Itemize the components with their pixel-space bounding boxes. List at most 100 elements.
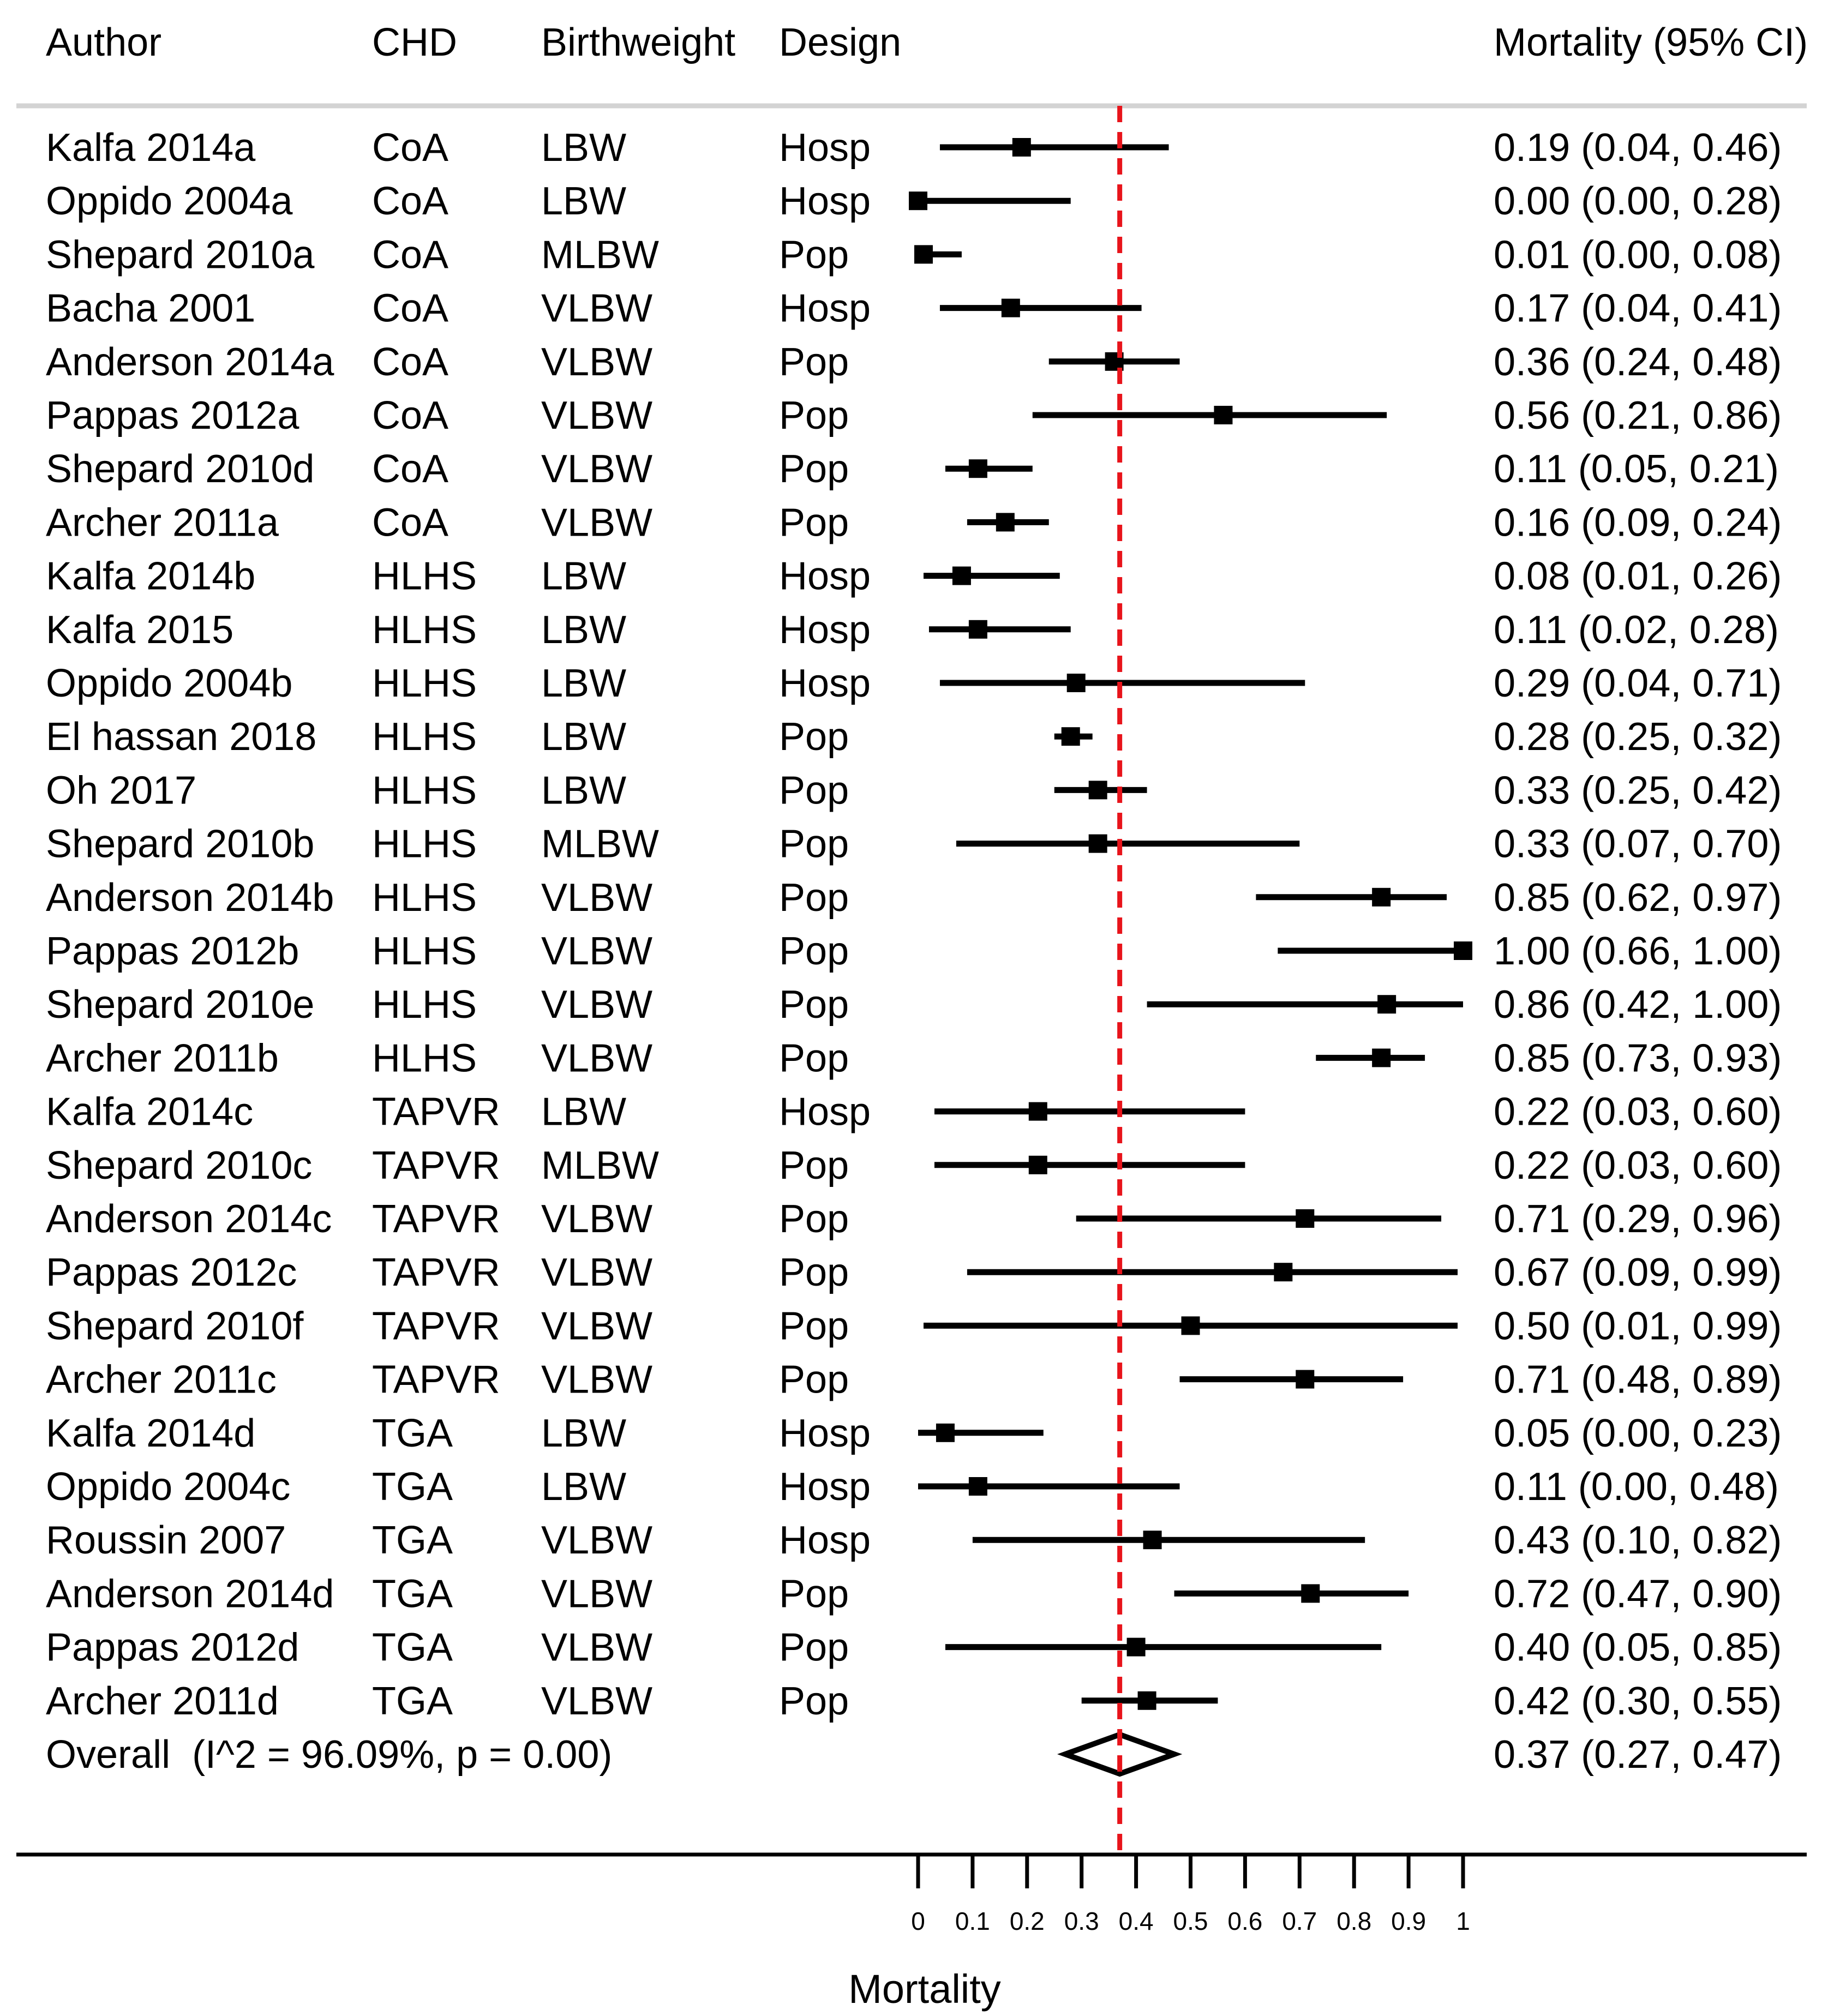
study-author: El hassan 2018: [46, 715, 316, 759]
study-birthweight: VLBW: [541, 340, 652, 384]
study-chd: TGA: [372, 1626, 453, 1670]
point-estimate-marker: [1143, 1531, 1162, 1550]
x-tick-label: 0.3: [1064, 1907, 1099, 1935]
study-chd: TAPVR: [372, 1090, 500, 1134]
point-estimate-marker: [968, 459, 987, 478]
study-chd: CoA: [372, 126, 448, 170]
study-row: Oppido 2004a CoA LBW Hosp 0.00 (0.00, 0.28): [46, 179, 1782, 223]
study-estimate-label: 0.36 (0.24, 0.48): [1494, 340, 1782, 384]
study-estimate-label: 0.56 (0.21, 0.86): [1494, 394, 1782, 437]
header-author: Author: [46, 21, 161, 64]
study-author: Anderson 2014a: [46, 340, 334, 384]
study-chd: TAPVR: [372, 1144, 500, 1187]
study-estimate-label: 0.11 (0.05, 0.21): [1494, 447, 1779, 491]
study-design: Pop: [779, 876, 849, 920]
study-chd: TGA: [372, 1465, 453, 1509]
x-tick-label: 0.8: [1336, 1907, 1371, 1935]
study-design: Pop: [779, 1304, 849, 1348]
study-estimate-label: 0.01 (0.00, 0.08): [1494, 233, 1782, 277]
study-design: Pop: [779, 340, 849, 384]
study-rows: Kalfa 2014a CoA LBW Hosp 0.19 (0.04, 0.46) Op…: [46, 126, 1782, 1777]
study-design: Pop: [779, 394, 849, 437]
x-tick-label: 0: [911, 1907, 925, 1935]
study-author: Kalfa 2014a: [46, 126, 256, 170]
point-estimate-marker: [909, 191, 927, 211]
study-author: Shepard 2010d: [46, 447, 314, 491]
study-estimate-label: 0.16 (0.09, 0.24): [1494, 501, 1782, 544]
study-row: Bacha 2001 CoA VLBW Hosp 0.17 (0.04, 0.41): [46, 287, 1782, 331]
study-chd: HLHS: [372, 555, 477, 598]
study-estimate-label: 0.22 (0.03, 0.60): [1494, 1144, 1782, 1187]
point-estimate-marker: [1088, 781, 1107, 800]
study-row: Shepard 2010b HLHS MLBW Pop 0.33 (0.07, 0.70…: [46, 823, 1782, 866]
study-row: Shepard 2010a CoA MLBW Pop 0.01 (0.00, 0.08): [46, 233, 1782, 277]
study-estimate-label: 0.71 (0.29, 0.96): [1494, 1197, 1782, 1241]
point-estimate-marker: [1214, 406, 1233, 424]
study-author: Oppido 2004a: [46, 179, 293, 223]
study-design: Pop: [779, 1144, 849, 1187]
study-design: Hosp: [779, 179, 871, 223]
study-chd: HLHS: [372, 823, 477, 866]
overall-row: Overall (I^2 = 96.09%, p = 0.00) 0.37 (0.…: [46, 1733, 1782, 1777]
study-row: Archer 2011b HLHS VLBW Pop 0.85 (0.73, 0.93): [46, 1036, 1782, 1080]
study-birthweight: VLBW: [541, 929, 652, 973]
point-estimate-marker: [936, 1423, 955, 1442]
study-estimate-label: 0.40 (0.05, 0.85): [1494, 1626, 1782, 1670]
study-design: Hosp: [779, 1090, 871, 1134]
study-chd: CoA: [372, 287, 448, 331]
point-estimate-marker: [1012, 138, 1031, 157]
study-birthweight: VLBW: [541, 1358, 652, 1402]
study-birthweight: VLBW: [541, 983, 652, 1027]
study-chd: CoA: [372, 447, 448, 491]
study-design: Hosp: [779, 608, 871, 652]
study-estimate-label: 0.17 (0.04, 0.41): [1494, 287, 1782, 331]
study-chd: TAPVR: [372, 1251, 500, 1294]
study-chd: TGA: [372, 1572, 453, 1616]
study-author: Archer 2011d: [46, 1679, 279, 1723]
x-tick-label: 0.1: [955, 1907, 990, 1935]
study-author: Pappas 2012d: [46, 1626, 299, 1670]
point-estimate-marker: [1066, 674, 1086, 692]
study-design: Hosp: [779, 1519, 871, 1562]
study-birthweight: VLBW: [541, 1572, 652, 1616]
study-birthweight: LBW: [541, 179, 626, 223]
study-author: Oh 2017: [46, 769, 196, 812]
study-estimate-label: 0.22 (0.03, 0.60): [1494, 1090, 1782, 1134]
study-estimate-label: 0.67 (0.09, 0.99): [1494, 1251, 1782, 1294]
study-estimate-label: 0.72 (0.47, 0.90): [1494, 1572, 1782, 1616]
study-chd: HLHS: [372, 983, 477, 1027]
point-estimate-marker: [952, 566, 971, 585]
point-estimate-marker: [996, 513, 1015, 532]
study-chd: CoA: [372, 501, 448, 544]
study-estimate-label: 0.19 (0.04, 0.46): [1494, 126, 1782, 170]
study-design: Pop: [779, 447, 849, 491]
study-chd: HLHS: [372, 608, 477, 652]
study-design: Pop: [779, 823, 849, 866]
study-design: Pop: [779, 983, 849, 1027]
study-design: Pop: [779, 929, 849, 973]
study-birthweight: VLBW: [541, 1197, 652, 1241]
study-birthweight: LBW: [541, 608, 626, 652]
study-author: Bacha 2001: [46, 287, 255, 331]
point-estimate-marker: [1088, 834, 1107, 853]
study-row: Oh 2017 HLHS LBW Pop 0.33 (0.25, 0.42): [46, 769, 1782, 812]
study-birthweight: VLBW: [541, 287, 652, 331]
study-chd: CoA: [372, 340, 448, 384]
study-chd: TAPVR: [372, 1358, 500, 1402]
point-estimate-marker: [1274, 1263, 1293, 1282]
study-row: Pappas 2012b HLHS VLBW Pop 1.00 (0.66, 1.00): [46, 929, 1782, 973]
study-estimate-label: 0.05 (0.00, 0.23): [1494, 1412, 1782, 1455]
study-design: Hosp: [779, 126, 871, 170]
study-design: Pop: [779, 715, 849, 759]
study-author: Roussin 2007: [46, 1519, 286, 1562]
x-axis-title: Mortality: [848, 1966, 1001, 2012]
study-author: Pappas 2012b: [46, 929, 299, 973]
study-design: Pop: [779, 233, 849, 277]
study-author: Archer 2011a: [46, 501, 279, 544]
study-design: Pop: [779, 1036, 849, 1080]
point-estimate-marker: [1061, 727, 1080, 746]
x-tick-label: 0.2: [1010, 1907, 1045, 1935]
point-estimate-marker: [968, 620, 987, 639]
plot-marks: [909, 138, 1472, 1777]
study-design: Hosp: [779, 287, 871, 331]
